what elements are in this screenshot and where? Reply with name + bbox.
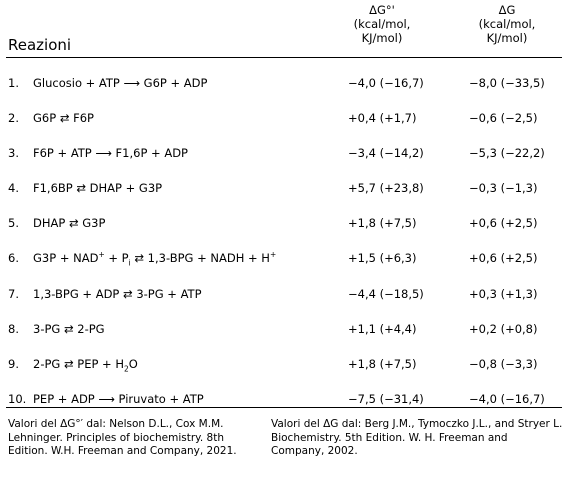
- delta-g-value: −4,0 (−16,7): [469, 392, 545, 406]
- table-row: 2. G6P ⇄ F6P +0,4 (+1,7) −0,6 (−2,5): [0, 108, 568, 128]
- reaction-number: 1.: [8, 76, 19, 90]
- delta-g0-value: +1,8 (+7,5): [348, 216, 417, 230]
- header-delta-g0-unit-2: KJ/mol): [361, 31, 403, 45]
- table-row: 3. F6P + ATP ⟶ F1,6P + ADP −3,4 (−14,2) −5,…: [0, 143, 568, 163]
- delta-g0-value: −4,4 (−18,5): [348, 287, 424, 301]
- delta-g-value: −8,0 (−33,5): [469, 76, 545, 90]
- header-delta-g-symbol: ΔG: [498, 3, 516, 17]
- table-row: 7. 1,3-BPG + ADP ⇄ 3-PG + ATP −4,4 (−18,5)…: [0, 284, 568, 304]
- equation-text: F6P + ATP ⟶ F1,6P + ADP: [33, 146, 188, 160]
- table-row: 5. DHAP ⇄ G3P +1,8 (+7,5) +0,6 (+2,5): [0, 213, 568, 233]
- table-row: 4. F1,6BP ⇄ DHAP + G3P +5,7 (+23,8) −0,3 (−…: [0, 178, 568, 198]
- reaction-number: 8.: [8, 322, 19, 336]
- reaction-equation: G3P + NAD+ + Pi ⇄ 1,3-BPG + NADH + H+: [33, 248, 276, 268]
- subscript: i: [128, 258, 131, 268]
- reaction-number: 5.: [8, 216, 19, 230]
- equation-text: DHAP ⇄ G3P: [33, 216, 106, 230]
- header-title: Reazioni: [8, 36, 72, 54]
- reaction-equation: F6P + ATP ⟶ F1,6P + ADP: [33, 143, 188, 163]
- delta-g0-value: +1,5 (+6,3): [348, 251, 417, 265]
- reaction-equation: 1,3-BPG + ADP ⇄ 3-PG + ATP: [33, 284, 202, 304]
- header-delta-g0-symbol: ΔG°': [369, 3, 395, 17]
- delta-g0-value: +0,4 (+1,7): [348, 111, 417, 125]
- source-note-dg0: Valori del ΔG°′ dal: Nelson D.L., Cox M.…: [8, 418, 237, 457]
- delta-g0-value: −3,4 (−14,2): [348, 146, 424, 160]
- delta-g-value: −0,6 (−2,5): [469, 111, 538, 125]
- table-row: 6. G3P + NAD+ + Pi ⇄ 1,3-BPG + NADH + H+ +…: [0, 248, 568, 268]
- delta-g-value: +0,2 (+0,8): [469, 322, 538, 336]
- delta-g0-value: −7,5 (−31,4): [348, 392, 424, 406]
- delta-g0-value: +1,8 (+7,5): [348, 357, 417, 371]
- delta-g0-value: +1,1 (+4,4): [348, 322, 417, 336]
- equation-text: PEP + ADP ⟶ Piruvato + ATP: [33, 392, 204, 406]
- delta-g0-value: −4,0 (−16,7): [348, 76, 424, 90]
- delta-g-value: +0,3 (+1,3): [469, 287, 538, 301]
- header-delta-g-unit-1: (kcal/mol,: [478, 17, 536, 31]
- superscript: +: [98, 250, 105, 260]
- equation-text: G3P + NAD: [33, 251, 99, 265]
- equation-text: 2-PG ⇄ PEP + H: [33, 357, 124, 371]
- delta-g-value: +0,6 (+2,5): [469, 251, 538, 265]
- reaction-number: 3.: [8, 146, 19, 160]
- header-rule: [6, 57, 562, 58]
- equation-text: ⇄ 1,3-BPG + NADH + H: [130, 251, 270, 265]
- reaction-equation: 2-PG ⇄ PEP + H2O: [33, 354, 138, 374]
- equation-text: F1,6BP ⇄ DHAP + G3P: [33, 181, 163, 195]
- table-row: 10. PEP + ADP ⟶ Piruvato + ATP −7,5 (−31,4…: [0, 389, 568, 409]
- footer-rule: [6, 407, 562, 408]
- equation-text: G6P ⇄ F6P: [33, 111, 94, 125]
- header-delta-g: ΔG (kcal/mol, KJ/mol): [448, 3, 566, 45]
- superscript: +: [269, 250, 277, 260]
- equation-text: 1,3-BPG + ADP ⇄ 3-PG + ATP: [33, 287, 202, 301]
- delta-g-value: −0,3 (−1,3): [469, 181, 538, 195]
- table-row: 8. 3-PG ⇄ 2-PG +1,1 (+4,4) +0,2 (+0,8): [0, 319, 568, 339]
- header-delta-g0: ΔG°' (kcal/mol, KJ/mol): [322, 3, 442, 45]
- reaction-equation: PEP + ADP ⟶ Piruvato + ATP: [33, 389, 204, 409]
- reaction-equation: F1,6BP ⇄ DHAP + G3P: [33, 178, 162, 198]
- equation-text: 3-PG ⇄ 2-PG: [33, 322, 105, 336]
- reaction-number: 2.: [8, 111, 19, 125]
- table-row: 9. 2-PG ⇄ PEP + H2O +1,8 (+7,5) −0,8 (−3,3): [0, 354, 568, 374]
- subscript: 2: [124, 364, 129, 374]
- header-delta-g0-unit-1: (kcal/mol,: [353, 17, 411, 31]
- table-row: 1. Glucosio + ATP ⟶ G6P + ADP −4,0 (−16,7)…: [0, 73, 568, 93]
- header-delta-g-unit-2: KJ/mol): [486, 31, 528, 45]
- reaction-number: 7.: [8, 287, 19, 301]
- reaction-number: 6.: [8, 251, 19, 265]
- delta-g0-value: +5,7 (+23,8): [348, 181, 424, 195]
- reaction-equation: 3-PG ⇄ 2-PG: [33, 319, 105, 339]
- delta-g-value: −0,8 (−3,3): [469, 357, 538, 371]
- delta-g-value: +0,6 (+2,5): [469, 216, 538, 230]
- reaction-equation: Glucosio + ATP ⟶ G6P + ADP: [33, 73, 207, 93]
- reaction-number: 4.: [8, 181, 19, 195]
- reaction-equation: G6P ⇄ F6P: [33, 108, 94, 128]
- equation-text: Glucosio + ATP ⟶ G6P + ADP: [33, 76, 208, 90]
- reaction-number: 10.: [8, 392, 27, 406]
- source-note-dg: Valori del ΔG dal: Berg J.M., Tymoczko J…: [271, 418, 563, 457]
- delta-g-value: −5,3 (−22,2): [469, 146, 545, 160]
- reaction-equation: DHAP ⇄ G3P: [33, 213, 105, 233]
- reaction-number: 9.: [8, 357, 19, 371]
- equation-text: O: [128, 357, 138, 371]
- equation-text: + P: [104, 251, 129, 265]
